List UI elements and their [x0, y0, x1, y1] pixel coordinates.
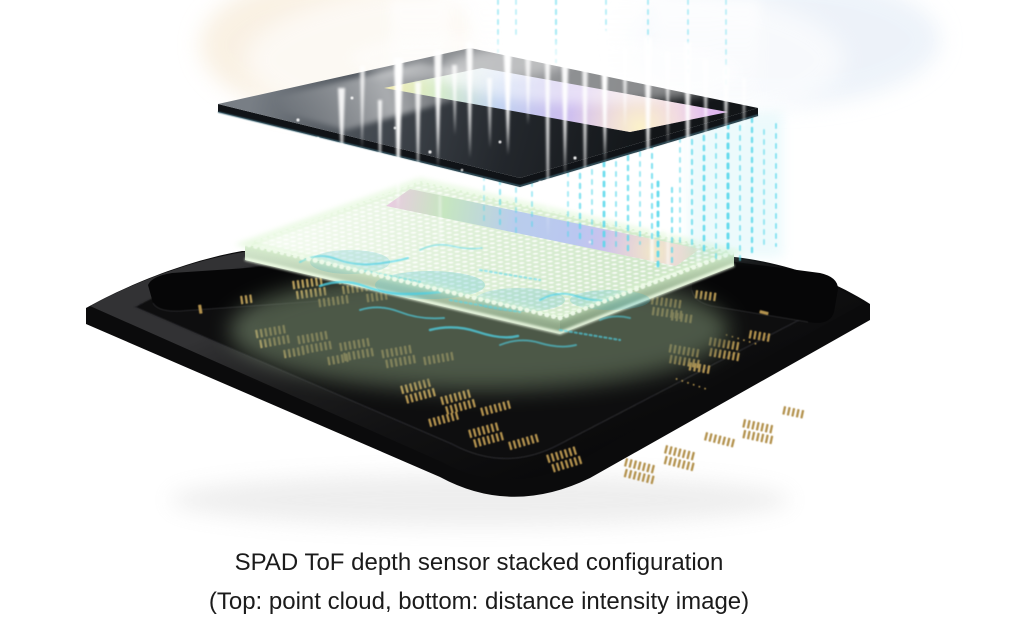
photon-streams — [483, 0, 777, 274]
light-icicles — [338, 30, 746, 238]
chip-microbump-grid — [245, 181, 734, 318]
sensor-chip-layer — [234, 177, 745, 348]
plate-underside-rim — [217, 111, 759, 187]
chip-side-left — [245, 244, 560, 334]
plate-sparkles — [296, 96, 662, 244]
package-right-recess — [692, 260, 838, 323]
chip-side-right — [560, 252, 734, 334]
pin1-mark-right — [759, 310, 769, 316]
pin1-mark-left — [198, 304, 203, 314]
plate-side-face — [218, 104, 758, 187]
top-chip-layer — [217, 34, 759, 244]
caption-line-2: (Top: point cloud, bottom: distance inte… — [208, 588, 750, 615]
caption-line-1: SPAD ToF depth sensor stacked configurat… — [234, 549, 724, 576]
caption: SPAD ToF depth sensor stacked configurat… — [0, 543, 958, 621]
gold-bond-pads — [198, 269, 805, 484]
